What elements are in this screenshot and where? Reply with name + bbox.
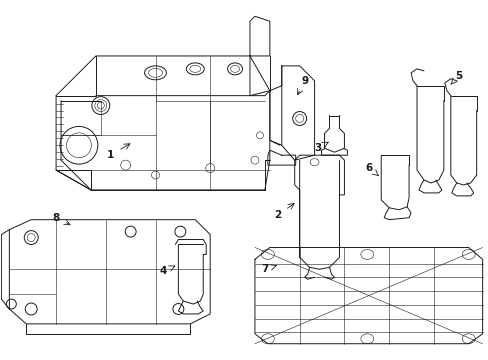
Text: 3: 3	[313, 143, 321, 153]
Text: 5: 5	[454, 71, 462, 81]
Text: 4: 4	[160, 266, 167, 276]
Text: 6: 6	[365, 163, 372, 173]
Text: 2: 2	[274, 210, 281, 220]
Text: 1: 1	[107, 150, 114, 160]
Text: 8: 8	[52, 213, 60, 223]
Text: 7: 7	[261, 264, 268, 274]
Text: 9: 9	[301, 76, 307, 86]
